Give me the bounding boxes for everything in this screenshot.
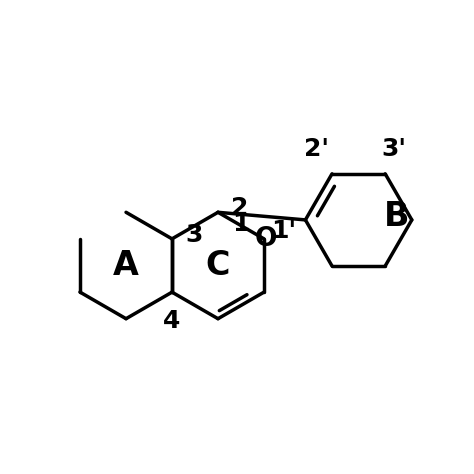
Text: 1': 1': [271, 219, 296, 243]
Text: 3': 3': [382, 137, 406, 161]
Text: A: A: [113, 249, 139, 282]
Text: O: O: [255, 226, 277, 252]
Text: 3: 3: [185, 223, 202, 247]
Text: B: B: [384, 200, 410, 233]
Text: 2: 2: [231, 197, 249, 220]
Text: 2': 2': [304, 137, 329, 161]
Text: 1: 1: [233, 212, 250, 236]
Text: C: C: [206, 249, 230, 282]
Text: 4: 4: [163, 309, 181, 333]
